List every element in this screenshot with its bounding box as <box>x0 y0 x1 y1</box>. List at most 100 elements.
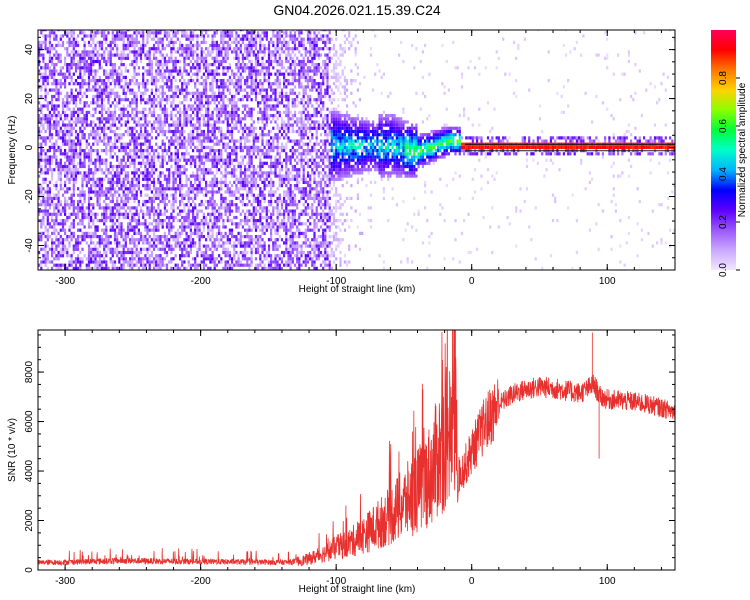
heatmap-cell <box>228 75 231 79</box>
heatmap-cell <box>152 82 156 86</box>
heatmap-cell <box>109 129 112 134</box>
heatmap-cell <box>44 88 47 92</box>
heatmap-cell <box>61 244 65 248</box>
heatmap-cell <box>44 235 47 239</box>
heatmap-cell <box>163 231 166 235</box>
heatmap-cell <box>83 155 86 159</box>
heatmap-cell <box>202 117 205 121</box>
heatmap-cell <box>176 219 179 223</box>
heatmap-cell <box>183 168 186 172</box>
heatmap-cell <box>246 82 249 86</box>
heatmap-cell <box>72 260 75 264</box>
heatmap-cell <box>233 142 236 146</box>
heatmap-cell <box>220 53 223 57</box>
heatmap-cell <box>59 59 62 64</box>
heatmap-cell <box>152 43 156 48</box>
heatmap-cell <box>213 107 216 111</box>
heatmap-cell <box>64 219 67 223</box>
heatmap-cell <box>111 110 114 114</box>
heatmap-cell <box>213 257 216 261</box>
heatmap-cell <box>176 158 179 162</box>
heatmap-cell <box>220 40 223 44</box>
heatmap-cell <box>72 164 75 169</box>
heatmap-cell <box>231 219 234 223</box>
heatmap-cell <box>113 133 117 137</box>
heatmap-cell <box>107 59 110 64</box>
heatmap-cell <box>42 260 45 264</box>
heatmap-cell <box>194 50 197 54</box>
heatmap-cell <box>168 241 171 245</box>
heatmap-cell <box>92 203 95 207</box>
heatmap-cell <box>77 222 80 226</box>
heatmap-cell <box>222 69 225 73</box>
heatmap-cell <box>38 56 41 60</box>
heatmap-cell <box>213 43 216 48</box>
heatmap-cell <box>261 161 264 165</box>
heatmap-cell <box>241 235 244 239</box>
heatmap-cell <box>131 263 134 267</box>
heatmap-cell <box>85 266 88 270</box>
heatmap-cell <box>231 50 234 54</box>
heatmap-cell <box>235 126 238 130</box>
heatmap-cell <box>146 187 149 191</box>
heatmap-cell <box>142 238 145 242</box>
heatmap-cell <box>96 155 99 159</box>
heatmap-cell <box>179 199 182 204</box>
heatmap-cell <box>111 47 114 51</box>
heatmap-cell <box>105 231 108 235</box>
heatmap-cell <box>246 133 249 137</box>
heatmap-cell <box>254 66 258 70</box>
heatmap-cell <box>170 129 173 134</box>
heatmap-cell <box>254 72 258 76</box>
heatmap-cell <box>257 196 260 200</box>
heatmap-cell <box>100 149 104 153</box>
heatmap-cell <box>211 82 214 86</box>
heatmap-cell <box>263 241 266 245</box>
heatmap-cell <box>222 142 225 146</box>
heatmap-cell <box>135 149 138 153</box>
heatmap-cell <box>109 228 112 232</box>
heatmap-cell <box>109 110 112 114</box>
heatmap-cell <box>261 31 264 35</box>
heatmap-cell <box>224 174 227 178</box>
heatmap-cell <box>146 120 149 124</box>
heatmap-cell <box>83 82 86 86</box>
heatmap-cell <box>168 177 171 181</box>
heatmap-cell <box>111 209 114 213</box>
heatmap-cell <box>57 190 60 194</box>
heatmap-cell <box>213 206 216 210</box>
heatmap-cell <box>192 47 195 51</box>
heatmap-cell <box>68 142 71 146</box>
heatmap-cell <box>77 260 80 264</box>
heatmap-cell <box>159 50 162 54</box>
heatmap-cell <box>74 133 78 137</box>
heatmap-cell <box>202 104 205 108</box>
heatmap-cell <box>81 110 84 114</box>
heatmap-cell <box>235 177 238 181</box>
heatmap-cell <box>257 199 260 204</box>
heatmap-cell <box>72 231 75 235</box>
heatmap-cell <box>126 164 130 169</box>
heatmap-cell <box>196 94 199 99</box>
heatmap-cell <box>252 209 255 213</box>
heatmap-cell <box>124 203 127 207</box>
heatmap-cell <box>111 247 114 251</box>
heatmap-cell <box>181 101 184 105</box>
heatmap-cell <box>87 199 91 204</box>
heatmap-cell <box>152 123 156 127</box>
heatmap-cell <box>57 241 60 245</box>
heatmap-cell <box>189 133 192 137</box>
heatmap-cell <box>59 129 62 134</box>
heatmap-cell <box>237 117 240 121</box>
heatmap-cell <box>103 117 106 121</box>
heatmap-cell <box>79 30 82 32</box>
heatmap-cell <box>124 43 127 48</box>
heatmap-cell <box>200 199 203 204</box>
heatmap-cell <box>170 158 173 162</box>
heatmap-cell <box>218 63 221 67</box>
heatmap-cell <box>64 79 67 83</box>
heatmap-cell <box>100 235 104 239</box>
heatmap-cell <box>66 171 69 175</box>
heatmap-cell <box>213 158 216 162</box>
heatmap-cell <box>222 56 225 60</box>
